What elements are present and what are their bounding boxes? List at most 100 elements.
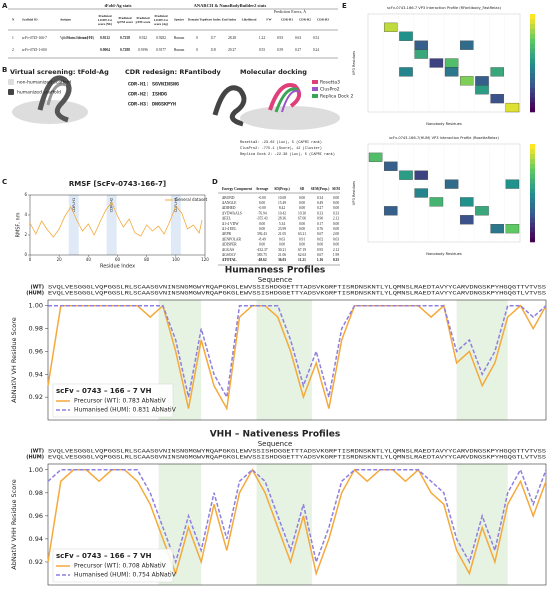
cdr-band <box>256 464 312 585</box>
colorbar <box>530 23 535 29</box>
scaffold-surface <box>12 100 88 124</box>
heatmap-cell <box>414 170 428 180</box>
table-cell: 0.00 <box>333 196 339 200</box>
y-axis-label: RMSF, nm <box>16 212 22 237</box>
table-cell: 0.34 <box>317 196 323 200</box>
heatmap-cell <box>414 49 428 59</box>
colorbar <box>530 28 535 34</box>
table-cell: ΔEEL <box>222 217 231 221</box>
table-cell: 10.42 <box>278 211 286 215</box>
colorbar <box>530 92 535 98</box>
column-header: Predicted tpTM score <box>117 16 133 24</box>
table-cell: 0.7288 <box>120 48 130 52</box>
table-cell: scFv-0743-166-7 <box>22 36 47 40</box>
heatmap-cell <box>444 67 459 77</box>
table-cell: -0.00 <box>258 196 266 200</box>
table-cell: 28.28 <box>228 36 236 40</box>
heatmap-cell <box>444 179 459 189</box>
x-axis-label: Nanobody Residues <box>426 122 462 126</box>
annotation: CDR-H3 <box>173 197 178 212</box>
column-header: Start Index <box>205 18 221 22</box>
legend-title: scFv – 0743 – 166 – 7 VH <box>56 387 152 395</box>
colorbar <box>530 168 535 174</box>
y-tick-label: 0.94 <box>29 370 43 378</box>
table-cell: 8.42 <box>279 206 285 210</box>
legend-label: Precursor (WT): 0.783 AbNatiV <box>74 398 167 405</box>
heatmap-cell <box>429 58 444 68</box>
table-cell: 0.00 <box>333 222 339 226</box>
legend-swatch <box>8 79 14 85</box>
heatmap-cell <box>505 102 520 113</box>
table-cell: ΔTOTAL <box>222 258 237 262</box>
table-cell: 0.00 <box>299 206 305 210</box>
heatmap-cell <box>460 76 474 86</box>
panel-label: D <box>212 178 218 186</box>
legend-label: Replica Dock 2 <box>320 94 353 100</box>
table-cell: -76.94 <box>257 211 266 215</box>
heatmap-cell <box>475 85 489 95</box>
column-header: Predicted pTM score <box>136 16 151 24</box>
y-tick-label: 0.96 <box>29 347 43 355</box>
legend-swatch <box>8 89 14 95</box>
table-cell: 1.99 <box>333 253 339 257</box>
table-cell: 0.59 <box>277 48 283 52</box>
table-cell: 11.21 <box>298 258 306 262</box>
heatmap-title: scFv-0743-166-7 VP3 Interaction Profile … <box>387 6 502 10</box>
table-cell: Δ1-4 VDW <box>222 222 239 226</box>
legend-label: Rosetta3 <box>320 80 340 86</box>
column-header: Energy Component <box>222 187 253 191</box>
table-cell: 0.00 <box>333 227 339 231</box>
table-cell: 5.34 <box>279 222 285 226</box>
colorbar <box>530 63 535 69</box>
rmsf-line <box>29 201 203 238</box>
y-tick-label: 0 <box>24 252 27 257</box>
column-header: Average <box>256 187 269 191</box>
colorbar <box>530 163 535 169</box>
colorbar <box>530 72 535 78</box>
table-cell: 0.00 <box>259 227 265 231</box>
panel-title: Virtual screening: tFold-Ag <box>10 68 109 76</box>
legend-title: scFv – 0743 – 166 – 7 VH <box>56 552 152 560</box>
panel-label: E <box>342 2 347 10</box>
profile-line <box>47 468 547 565</box>
ribbon <box>268 83 302 111</box>
colorbar <box>530 227 535 233</box>
sequence-tag: (WT) <box>31 449 45 455</box>
ribbon <box>46 82 67 106</box>
table-cell: 0.00 <box>259 201 265 205</box>
table-cell: 2.00 <box>333 232 339 236</box>
table-cell: 0.00 <box>299 227 305 231</box>
table-cell: 10.30 <box>298 211 306 215</box>
column-header: End Index <box>222 18 237 22</box>
legend-label: General dataset <box>175 197 208 202</box>
annotation: CDR-H2 <box>109 197 114 212</box>
colorbar <box>530 183 535 189</box>
heatmap-cell <box>460 197 474 207</box>
table-cell: 0.00 <box>259 222 265 226</box>
table-cell: ΔBOND <box>222 196 235 200</box>
cdr-label: CDR-H1: SGVNINSNG <box>128 81 179 87</box>
table-cell: 67.06 <box>298 217 306 221</box>
colorbar <box>530 173 535 179</box>
x-tick-label: 80 <box>144 257 150 262</box>
y-axis-label: VP3 Residues <box>352 181 356 205</box>
cdr-band <box>456 300 508 420</box>
table-cell: -0.00 <box>258 206 266 210</box>
heatmap-cell <box>399 67 413 77</box>
structure-sketches <box>12 75 340 130</box>
colorbar <box>530 48 535 54</box>
table-cell: 30.21 <box>278 248 286 252</box>
legend-swatch <box>312 94 318 98</box>
colorbar <box>530 58 535 64</box>
group-header: Prediction Errors, Å <box>274 9 306 15</box>
table-cell: 0.35 <box>333 258 339 262</box>
colorbar <box>530 197 535 204</box>
table-cell: scFv-0743-1-000 <box>22 48 47 52</box>
cdr-label: CDR-H3: DNGSKPYH <box>128 101 176 107</box>
column-header: SEM <box>332 187 340 191</box>
legend-swatch <box>312 87 318 91</box>
table-cell: -8.49 <box>258 237 266 241</box>
colorbar <box>530 144 535 150</box>
x-tick-label: 100 <box>172 257 180 262</box>
table-cell: -355.43 <box>256 217 267 221</box>
